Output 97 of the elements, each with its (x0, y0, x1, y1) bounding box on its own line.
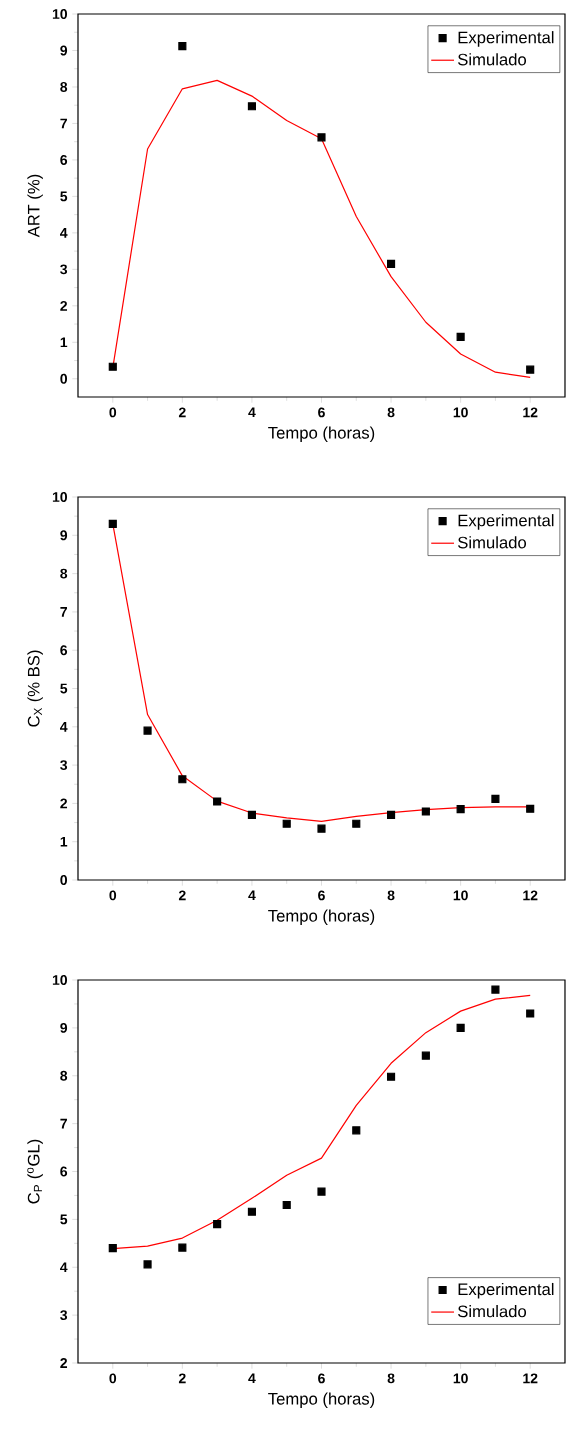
y-tick-label: 4 (60, 722, 68, 732)
y-tick-label: 5 (60, 1214, 68, 1225)
point (421, 807, 430, 816)
y-tick-label: 6 (60, 154, 68, 165)
x-tick-label: 10 (453, 407, 468, 418)
point (387, 259, 396, 268)
point (108, 1244, 117, 1253)
y-tick-label: 9 (60, 530, 68, 541)
point (247, 810, 256, 819)
x-tick-label: 10 (453, 1373, 468, 1384)
point (143, 1260, 152, 1269)
x-tick-label: 8 (387, 890, 395, 901)
point (108, 362, 117, 371)
point (108, 519, 117, 528)
legend-label: Simulado (458, 1305, 527, 1318)
x-tick-label: 6 (318, 407, 325, 418)
point (491, 985, 500, 994)
y-tick-label: 0 (60, 875, 68, 885)
y-tick-label: 3 (60, 760, 68, 771)
x-tick-label: 4 (248, 1373, 256, 1384)
point (456, 1023, 465, 1032)
legend-label: Experimental (458, 1282, 554, 1299)
y-tick-label: 2 (60, 1358, 68, 1368)
point (282, 819, 291, 828)
y-tick-label: 8 (60, 1070, 68, 1081)
point (143, 726, 152, 735)
point (317, 824, 326, 833)
y-tick-label: 4 (60, 228, 68, 238)
y-tick-label: 5 (60, 683, 68, 694)
x-tick-label: 6 (318, 1373, 325, 1384)
y-tick-label: 1 (60, 836, 68, 847)
point (526, 804, 535, 813)
point (213, 797, 222, 806)
x-tick-label: 4 (248, 407, 256, 418)
point (386, 1072, 396, 1081)
y-axis-title: C$_{P}$ ($^{o}$GL) (27, 1139, 43, 1204)
point (178, 1243, 187, 1252)
point (456, 805, 465, 814)
y-tick-label: 4 (60, 1262, 68, 1273)
y-tick-label: 7 (60, 118, 67, 129)
x-tick-label: 12 (523, 1373, 538, 1384)
point (247, 1207, 256, 1216)
y-tick-label: 10 (52, 975, 68, 985)
point (317, 133, 326, 142)
point (387, 810, 396, 819)
point (178, 775, 187, 784)
x-tick-label: 0 (109, 890, 117, 901)
x-tick-label: 12 (523, 890, 538, 901)
legend-label: Experimental (458, 514, 554, 530)
y-tick-label: 0 (60, 373, 68, 384)
point (247, 102, 256, 111)
y-tick-label: 7 (60, 607, 67, 617)
x-tick-label: 12 (523, 407, 538, 418)
y-tick-label: 9 (60, 1022, 68, 1033)
point (421, 1051, 430, 1060)
y-tick-label: 2 (60, 798, 68, 809)
point (526, 365, 535, 374)
point (526, 1009, 535, 1018)
y-tick-label: 2 (60, 300, 68, 311)
y-tick-label: 10 (52, 9, 68, 19)
x-tick-label: 8 (387, 407, 395, 418)
y-tick-label: 6 (60, 645, 68, 656)
legend-label: Simulado (458, 53, 527, 66)
x-tick-label: 8 (387, 1373, 395, 1384)
legend-label: Experimental (458, 31, 554, 47)
x-tick-label: 2 (178, 407, 186, 418)
y-tick-label: 8 (60, 568, 68, 579)
point (213, 1220, 222, 1229)
y-tick-label: 7 (60, 1118, 67, 1129)
y-tick-label: 5 (60, 191, 68, 202)
y-tick-label: 8 (60, 82, 68, 92)
y-tick-label: 10 (52, 492, 68, 502)
x-tick-label: 2 (178, 1373, 186, 1384)
point (282, 1200, 291, 1210)
y-tick-label: 9 (60, 45, 68, 56)
x-tick-label: 0 (109, 407, 117, 418)
point (317, 1187, 326, 1196)
legend-label: Simulado (458, 536, 527, 549)
y-tick-label: 3 (60, 1310, 68, 1321)
y-axis-title: C$_{X}$ (% BS) (27, 650, 43, 727)
x-tick-label: 10 (453, 890, 468, 901)
y-axis-title: ART (%) (27, 174, 43, 238)
point (456, 332, 465, 341)
x-axis-title: Tempo (horas) (268, 426, 375, 443)
point (352, 1126, 361, 1135)
x-axis-title: Tempo (horas) (268, 1392, 375, 1408)
point (178, 42, 187, 51)
y-tick-label: 3 (60, 264, 68, 275)
x-tick-label: 6 (318, 890, 325, 901)
x-tick-label: 4 (248, 890, 256, 901)
x-axis-title: Tempo (horas) (268, 909, 375, 925)
point (352, 819, 361, 828)
x-tick-label: 0 (109, 1373, 117, 1384)
y-tick-label: 6 (60, 1166, 68, 1177)
point (491, 794, 500, 803)
x-tick-label: 2 (178, 890, 186, 901)
y-tick-label: 1 (60, 337, 68, 348)
